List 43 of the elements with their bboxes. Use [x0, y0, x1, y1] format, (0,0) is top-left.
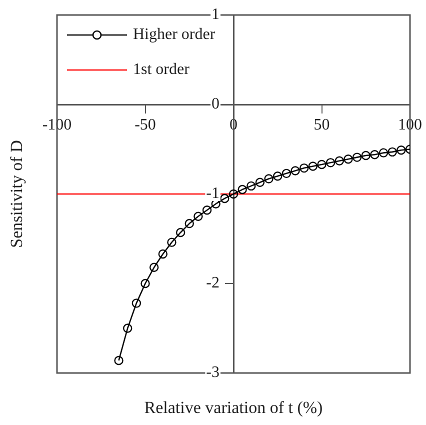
y-tick-label: -1: [206, 185, 220, 202]
y-tick-label: -3: [206, 364, 220, 382]
y-tick-label: -2: [206, 274, 220, 292]
point: [202, 206, 212, 215]
point: [326, 158, 336, 168]
x-tick-label: -50: [134, 116, 156, 134]
point: [228, 189, 238, 199]
point: [123, 324, 132, 333]
point: [300, 163, 309, 173]
point: [264, 174, 274, 184]
point: [238, 184, 247, 194]
legend-label: Higher order: [133, 26, 216, 44]
point: [317, 160, 326, 170]
point: [290, 166, 300, 176]
point: [334, 156, 344, 166]
point: [114, 356, 124, 366]
point: [308, 162, 318, 171]
point: [378, 148, 388, 158]
point: [273, 172, 282, 181]
legend-label: 1st order: [133, 61, 190, 78]
point: [352, 152, 362, 162]
point: [140, 278, 150, 288]
point: [149, 262, 159, 272]
point: [388, 147, 397, 157]
point: [132, 298, 142, 308]
point: [158, 249, 168, 259]
point: [344, 154, 353, 164]
point: [246, 181, 256, 191]
point: [184, 218, 194, 228]
point: [255, 178, 265, 187]
point: [282, 168, 292, 178]
point: [370, 150, 380, 160]
x-axis-title: Relative variation of t (%): [144, 398, 323, 417]
x-tick-label: 50: [314, 116, 330, 134]
point: [220, 194, 230, 204]
y-axis-title: Sensitivity of D: [7, 140, 26, 248]
y-tick-label: 1: [212, 6, 220, 24]
point: [176, 228, 186, 238]
point: [194, 212, 203, 221]
point: [167, 238, 176, 247]
point: [396, 146, 406, 155]
y-tick-label: 0: [212, 96, 220, 113]
point: [361, 150, 370, 160]
